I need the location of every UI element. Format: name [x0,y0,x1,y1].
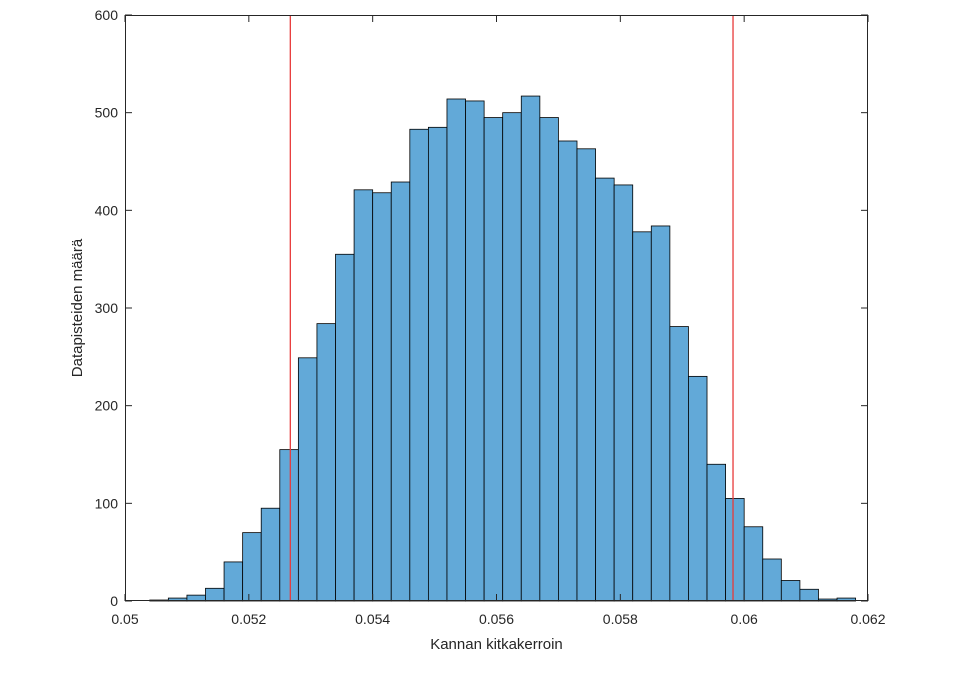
x-tick-label: 0.054 [355,611,390,627]
histogram-bar [353,189,374,602]
histogram-bar [799,588,819,602]
histogram-bar [335,253,355,602]
histogram-bar [688,375,708,602]
histogram-bar [316,323,336,602]
y-tick-label: 300 [95,300,119,316]
y-tick-labels: 0 100 200 300 400 500 600 [95,7,119,609]
x-tick-label: 0.06 [731,611,758,627]
histogram-bar [502,112,522,602]
histogram-bar [372,192,392,602]
x-tick-label: 0.056 [479,611,514,627]
x-tick-labels: 0.05 0.052 0.054 0.056 0.058 0.06 0.062 [111,611,885,627]
histogram-bar [465,100,485,602]
histogram-bars [149,95,857,602]
histogram-bar [260,507,281,602]
axis-ticks [124,14,869,602]
histogram-bar [780,580,801,602]
histogram-bar [297,357,318,602]
histogram-bar [669,326,689,602]
histogram-bar [558,140,578,602]
y-tick-label: 400 [95,202,119,218]
y-tick-label: 600 [95,7,119,23]
histogram-bar [427,126,448,602]
y-tick-label: 100 [95,495,119,511]
histogram-bar [409,128,429,602]
histogram-bar [539,117,559,602]
histogram-bar [279,449,299,602]
x-tick-label: 0.062 [850,611,885,627]
histogram-bar [650,225,671,602]
x-tick-label: 0.05 [111,611,138,627]
histogram-bar [223,561,244,602]
y-tick-label: 500 [95,105,119,121]
histogram-bar [242,532,262,602]
histogram-bar [725,498,745,602]
histogram-bar [706,463,727,602]
y-tick-label: 0 [110,593,118,609]
histogram-bar [390,181,411,602]
x-tick-label: 0.052 [231,611,266,627]
histogram-bar [613,184,634,602]
histogram-bar [483,117,504,602]
histogram-bar [595,177,615,602]
reference-lines [289,15,734,601]
y-tick-label: 200 [95,398,119,414]
histogram-bar [632,231,652,602]
histogram-bar [743,526,764,602]
histogram-bar [762,558,782,602]
y-axis-label: Datapisteiden määrä [69,238,86,377]
histogram-bar [205,587,225,602]
histogram-bar [520,95,541,602]
x-tick-label: 0.058 [603,611,638,627]
x-axis-label: Kannan kitkakerroin [430,636,563,653]
histogram-bar [576,148,596,602]
histogram-bar [446,98,466,602]
